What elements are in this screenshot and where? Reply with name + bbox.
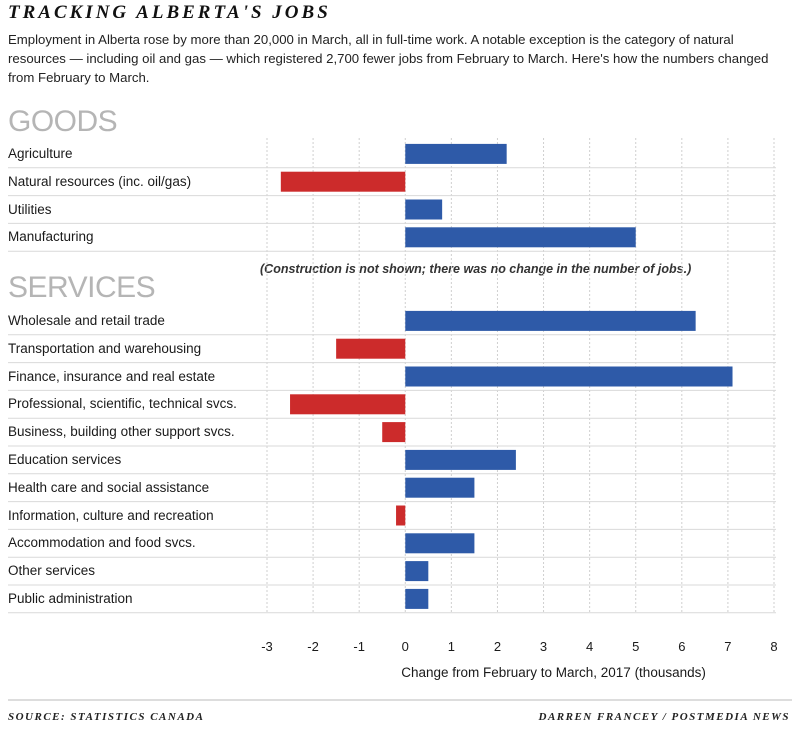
bar [405, 366, 733, 387]
category-label: Utilities [8, 201, 52, 217]
x-tick-label: 2 [494, 639, 501, 654]
bar [405, 449, 516, 470]
chart-title: TRACKING ALBERTA'S JOBS [8, 2, 331, 23]
x-tick-label: 0 [402, 639, 409, 654]
category-label: Wholesale and retail trade [8, 312, 165, 328]
x-tick-label: -1 [353, 639, 365, 654]
category-label: Agriculture [8, 145, 73, 161]
x-tick-label: -2 [307, 639, 319, 654]
bar [336, 338, 406, 359]
construction-note: (Construction is not shown; there was no… [260, 262, 692, 276]
section-services-heading: SERVICES [8, 271, 156, 304]
x-tick-label: 4 [586, 639, 593, 654]
x-tick-label: 8 [770, 639, 777, 654]
x-tick-label: 1 [448, 639, 455, 654]
section-goods-heading: GOODS [8, 105, 118, 138]
source-credit: SOURCE: STATISTICS CANADA [8, 711, 205, 723]
bar [405, 143, 507, 164]
x-tick-label: 3 [540, 639, 547, 654]
bar [280, 171, 406, 192]
category-label: Education services [8, 451, 122, 467]
chart-intro: Employment in Alberta rose by more than … [8, 32, 769, 85]
category-label: Transportation and warehousing [8, 340, 202, 356]
bar [382, 422, 406, 443]
category-label: Information, culture and recreation [8, 507, 214, 523]
bar [405, 588, 429, 609]
bar [405, 310, 696, 331]
category-label: Business, building other support svcs. [8, 424, 235, 440]
author-credit: DARREN FRANCEY / POSTMEDIA NEWS [538, 711, 790, 723]
bar [405, 199, 443, 220]
x-tick-label: 5 [632, 639, 639, 654]
x-tick-label: -3 [261, 639, 273, 654]
x-tick-label: 6 [678, 639, 685, 654]
category-label: Health care and social assistance [8, 479, 210, 495]
category-label: Public administration [8, 590, 133, 606]
bar [405, 227, 636, 248]
bar [290, 394, 406, 415]
bar [405, 533, 475, 554]
x-tick-label: 7 [724, 639, 731, 654]
category-label: Finance, insurance and real estate [8, 368, 216, 384]
category-label: Manufacturing [8, 229, 94, 245]
bar [405, 561, 429, 582]
category-label: Other services [8, 563, 96, 579]
category-label: Professional, scientific, technical svcs… [8, 396, 237, 412]
category-label: Accommodation and food svcs. [8, 535, 196, 551]
bar [396, 505, 406, 526]
category-label: Natural resources (inc. oil/gas) [8, 173, 192, 189]
bar [405, 477, 475, 498]
x-axis-title: Change from February to March, 2017 (tho… [401, 665, 706, 680]
